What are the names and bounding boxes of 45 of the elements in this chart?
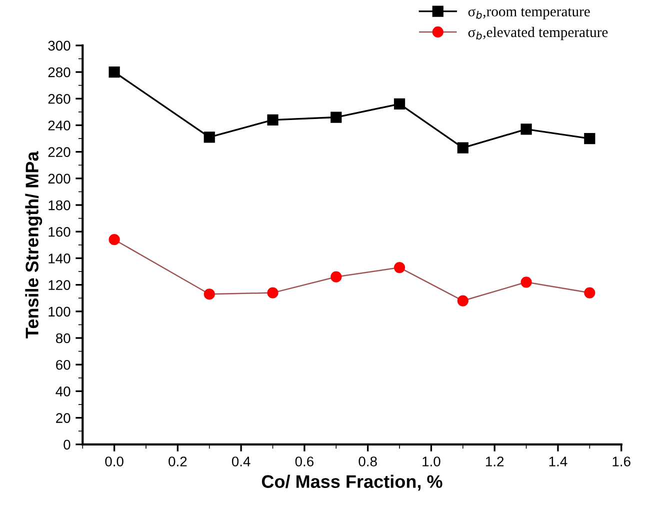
- y-tick-label: 180: [48, 200, 70, 210]
- point: [267, 287, 278, 298]
- x-axis-title: Co/ Mass Fraction, %: [262, 474, 442, 491]
- x-tick-label: 1.2: [486, 456, 504, 466]
- x-tick-label: 1.6: [612, 456, 630, 466]
- x-tick-label: 0.2: [168, 456, 187, 466]
- point: [457, 295, 468, 306]
- point: [330, 271, 342, 282]
- x-tick-label: 0.4: [232, 456, 250, 466]
- point: [267, 114, 278, 126]
- y-tick-label: 100: [48, 306, 70, 317]
- y-tick-label: 120: [48, 280, 70, 290]
- y-axis-title: Tensile Strength/ MPa: [25, 151, 42, 338]
- y-tick-label: 0: [64, 440, 70, 450]
- point: [108, 66, 120, 78]
- y-tick-label: 140: [48, 254, 70, 264]
- point: [520, 276, 532, 288]
- point: [457, 142, 468, 154]
- point: [330, 112, 342, 123]
- y-tick-label: 20: [56, 413, 70, 423]
- point: [108, 234, 120, 246]
- point: [394, 262, 406, 274]
- legend-label: σ$_{b}$,elevated temperature: [468, 26, 608, 40]
- point: [584, 287, 596, 298]
- x-tick-label: 1.0: [422, 456, 440, 466]
- x-tick-label: 0.0: [105, 456, 124, 466]
- point: [204, 132, 215, 143]
- point: [520, 124, 532, 135]
- point: [204, 288, 215, 300]
- y-tick-label: 220: [48, 147, 70, 158]
- y-tick-label: 40: [56, 386, 70, 396]
- y-tick-label: 60: [56, 360, 70, 370]
- y-tick-label: 300: [48, 40, 70, 51]
- x-tick-label: 1.4: [549, 456, 568, 466]
- y-tick-label: 80: [56, 333, 70, 344]
- y-tick-label: 280: [48, 67, 70, 78]
- y-tick-label: 160: [48, 226, 70, 237]
- point: [394, 98, 406, 110]
- y-tick-label: 240: [48, 120, 70, 130]
- y-tick-label: 260: [48, 94, 70, 104]
- point: [584, 132, 596, 144]
- x-tick-label: 0.6: [295, 456, 314, 466]
- y-tick-label: 200: [48, 174, 70, 184]
- legend-label: σ$_{b}$,room temperature: [468, 8, 590, 20]
- x-tick-label: 0.8: [358, 456, 377, 466]
